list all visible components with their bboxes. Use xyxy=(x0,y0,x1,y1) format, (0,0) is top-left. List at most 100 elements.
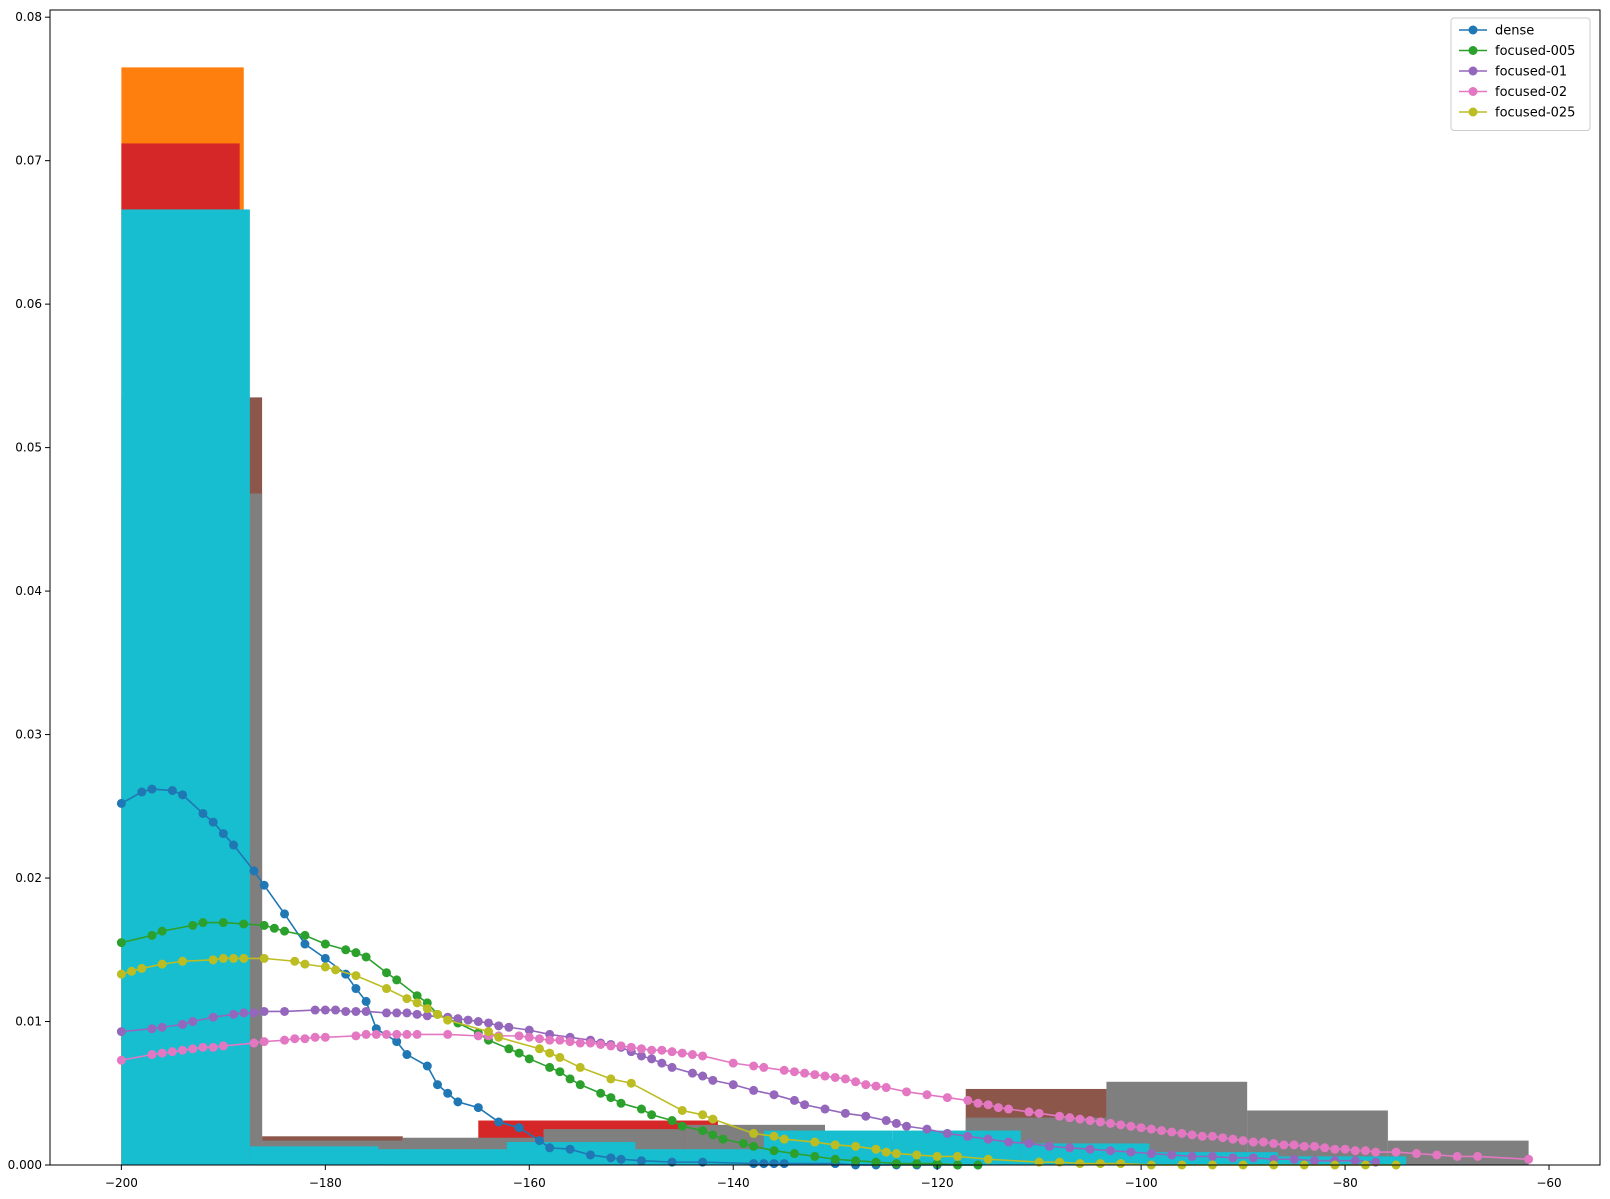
series-point-dense-12 xyxy=(300,939,310,949)
series-point-dense-5 xyxy=(198,808,208,818)
series-point-focused-025-37 xyxy=(851,1141,861,1151)
series-point-dense-28 xyxy=(545,1143,555,1153)
legend-label-focused-01: focused-01 xyxy=(1495,65,1567,80)
series-point-focused-02-84 xyxy=(1197,1131,1207,1141)
series-point-focused-01-42 xyxy=(698,1071,708,1081)
series-point-focused-01-3 xyxy=(178,1019,188,1029)
series-point-focused-025-25 xyxy=(555,1052,565,1062)
series-point-focused-025-30 xyxy=(698,1110,708,1120)
series-point-focused-02-65 xyxy=(983,1100,993,1110)
series-point-dense-31 xyxy=(606,1153,616,1163)
histogram-4-bar-1 xyxy=(249,1146,379,1165)
histogram-4-bar-2 xyxy=(378,1149,507,1165)
legend-marker-focused-02 xyxy=(1468,87,1478,96)
series-point-focused-02-12 xyxy=(290,1034,300,1044)
series-point-focused-02-2 xyxy=(157,1048,167,1058)
series-point-focused-01-7 xyxy=(239,1008,249,1018)
series-point-focused-025-39 xyxy=(881,1147,891,1157)
series-point-focused-025-14 xyxy=(351,971,361,981)
series-point-focused-01-14 xyxy=(341,1006,351,1016)
series-point-focused-005-31 xyxy=(606,1093,616,1103)
series-point-focused-02-66 xyxy=(993,1103,1003,1113)
series-point-focused-02-0 xyxy=(116,1055,126,1065)
series-point-focused-005-16 xyxy=(392,975,402,985)
series-point-focused-02-99 xyxy=(1350,1146,1360,1156)
series-point-focused-02-88 xyxy=(1238,1136,1248,1146)
series-point-focused-02-52 xyxy=(810,1070,820,1080)
series-point-focused-025-31 xyxy=(708,1114,718,1124)
series-point-focused-005-0 xyxy=(116,938,126,948)
series-point-dense-34 xyxy=(667,1157,677,1167)
series-point-focused-005-40 xyxy=(738,1138,748,1148)
series-point-focused-01-58 xyxy=(983,1134,993,1144)
series-point-focused-01-62 xyxy=(1065,1143,1075,1153)
series-point-focused-02-27 xyxy=(514,1031,524,1041)
series-point-focused-025-43 xyxy=(953,1151,963,1161)
series-point-focused-02-63 xyxy=(963,1095,973,1105)
series-point-focused-01-48 xyxy=(800,1100,810,1110)
series-point-focused-02-36 xyxy=(606,1041,616,1051)
series-point-focused-02-86 xyxy=(1218,1133,1228,1143)
series-point-focused-005-47 xyxy=(871,1157,881,1167)
legend-marker-focused-01 xyxy=(1468,66,1478,76)
series-point-focused-005-9 xyxy=(280,926,290,936)
series-point-focused-005-1 xyxy=(147,930,157,940)
series-layer xyxy=(116,784,1534,1170)
series-point-focused-02-59 xyxy=(881,1083,891,1093)
series-point-focused-005-33 xyxy=(636,1104,646,1114)
series-point-focused-025-26 xyxy=(575,1062,585,1072)
series-point-focused-01-4 xyxy=(188,1017,198,1027)
x-tick-label-0: −200 xyxy=(105,1176,138,1190)
series-point-focused-025-48 xyxy=(1095,1159,1105,1169)
series-point-focused-01-68 xyxy=(1187,1151,1197,1161)
series-point-focused-01-5 xyxy=(208,1012,218,1022)
y-tick-label-4: 0.04 xyxy=(15,584,42,598)
series-point-focused-01-46 xyxy=(769,1090,779,1100)
series-point-dense-27 xyxy=(534,1136,544,1146)
series-point-dense-36 xyxy=(749,1159,759,1169)
series-point-focused-005-6 xyxy=(239,919,249,929)
series-point-focused-01-13 xyxy=(331,1005,341,1015)
series-point-focused-02-42 xyxy=(667,1047,677,1057)
series-point-focused-01-2 xyxy=(157,1022,167,1032)
series-point-focused-01-69 xyxy=(1208,1151,1217,1161)
series-point-focused-02-38 xyxy=(626,1042,636,1052)
series-point-focused-005-3 xyxy=(188,920,198,930)
y-tick-label-1: 0.01 xyxy=(15,1015,42,1029)
series-point-focused-005-5 xyxy=(218,918,228,928)
series-point-focused-025-44 xyxy=(983,1154,993,1164)
series-point-focused-025-9 xyxy=(259,953,269,963)
series-point-focused-005-32 xyxy=(616,1098,626,1108)
series-point-dense-24 xyxy=(473,1103,483,1113)
series-point-focused-02-7 xyxy=(208,1042,218,1052)
series-point-focused-02-67 xyxy=(1004,1104,1014,1114)
series-point-focused-02-58 xyxy=(871,1081,881,1091)
y-tick-label-7: 0.07 xyxy=(15,154,42,168)
series-point-focused-005-43 xyxy=(789,1149,799,1159)
x-axis: −200 −180 −160 −140 −120 −100 −80 −60 xyxy=(105,1165,1562,1190)
series-point-focused-01-24 xyxy=(463,1015,473,1025)
series-point-focused-02-24 xyxy=(473,1031,483,1041)
series-point-focused-02-35 xyxy=(596,1039,606,1049)
series-point-focused-02-60 xyxy=(902,1087,912,1097)
series-point-focused-005-13 xyxy=(351,948,361,958)
series-point-focused-02-33 xyxy=(575,1038,585,1048)
series-point-dense-8 xyxy=(229,840,239,850)
series-point-focused-02-79 xyxy=(1146,1124,1156,1134)
series-point-focused-02-4 xyxy=(178,1045,188,1055)
series-point-focused-025-47 xyxy=(1075,1159,1085,1169)
series-point-focused-005-27 xyxy=(555,1067,565,1077)
series-point-focused-02-57 xyxy=(861,1080,871,1090)
plot-frame xyxy=(49,9,1601,1166)
y-tick-label-6: 0.06 xyxy=(15,297,42,311)
series-point-focused-02-53 xyxy=(820,1071,830,1081)
series-point-focused-01-6 xyxy=(229,1009,239,1019)
series-point-focused-02-1 xyxy=(147,1050,157,1060)
series-point-focused-01-60 xyxy=(1024,1138,1034,1148)
series-point-dense-7 xyxy=(218,829,228,839)
series-point-focused-025-1 xyxy=(127,966,137,976)
series-point-focused-02-95 xyxy=(1309,1141,1319,1151)
series-point-dense-16 xyxy=(361,996,371,1006)
series-point-dense-20 xyxy=(422,1061,432,1071)
series-point-focused-005-28 xyxy=(565,1074,575,1084)
